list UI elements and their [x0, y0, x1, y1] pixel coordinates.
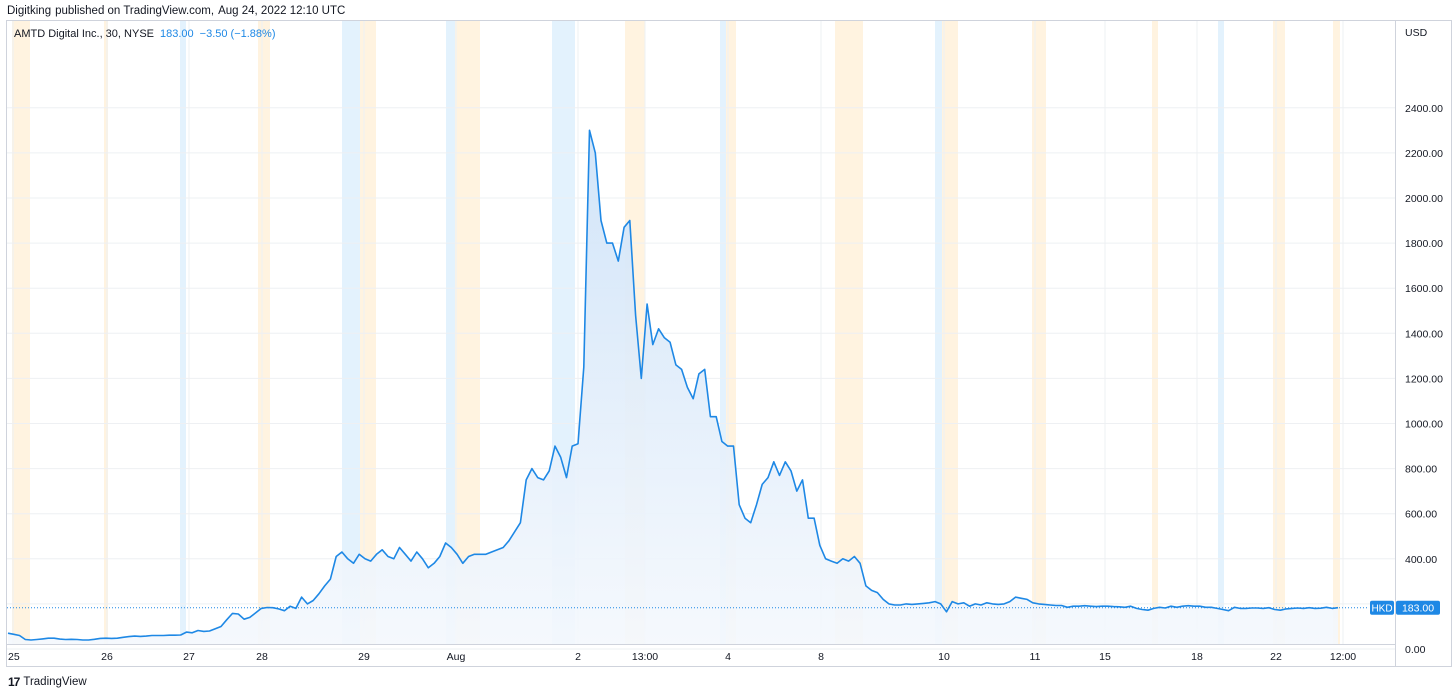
session-band: [726, 21, 736, 644]
x-tick-label: 10: [938, 651, 950, 663]
grid-lines: [7, 21, 1395, 650]
session-band: [935, 21, 942, 644]
chart-frame: [6, 20, 1452, 667]
price-line: [7, 129, 1339, 641]
brand-label[interactable]: TradingView: [23, 676, 87, 688]
session-band: [1273, 21, 1285, 644]
x-tick-label: 26: [101, 651, 113, 663]
session-band: [1032, 21, 1046, 644]
session-band: [180, 21, 186, 644]
legend-last-price: 183.00: [160, 28, 194, 40]
x-tick-label: 18: [1191, 651, 1203, 663]
session-band: [835, 21, 863, 644]
x-tick-label: 22: [1270, 651, 1282, 663]
author-name[interactable]: Digitking: [7, 5, 52, 17]
y-tick-label: 1600.00: [1405, 283, 1443, 295]
x-tick-label: Aug: [447, 651, 466, 663]
session-band: [360, 21, 376, 644]
y-tick-label: 1400.00: [1405, 328, 1443, 340]
last-price-marker: HKD 183.00: [7, 600, 1440, 615]
x-tick-label: 4: [725, 651, 731, 663]
y-tick-label: 2400.00: [1405, 103, 1443, 115]
y-tick-label: 2000.00: [1405, 193, 1443, 205]
session-band: [104, 21, 108, 644]
x-tick-label: 11: [1030, 651, 1041, 663]
tradingview-logo-icon[interactable]: 17: [8, 675, 20, 689]
y-tick-label: 2200.00: [1405, 148, 1443, 160]
y-tick-label: 0.00: [1405, 644, 1426, 656]
session-band: [1218, 21, 1224, 644]
footer: 17 TradingView: [8, 674, 87, 690]
legend-change: −3.50 (−1.88%): [199, 28, 276, 40]
x-tick-label: 25: [8, 651, 20, 663]
currency-tag-label: HKD: [1371, 604, 1392, 615]
y-tick-label: 1200.00: [1405, 373, 1443, 385]
time-axis[interactable]: 25 26 27 28 29 Aug 2 13:00 4 8 10 11 15 18 22 12:00: [7, 644, 1395, 664]
y-tick-label: 400.00: [1405, 554, 1437, 566]
x-tick-label: 13:00: [632, 651, 658, 663]
price-area: [8, 130, 1338, 645]
session-band: [455, 21, 480, 644]
publish-timestamp: Aug 24, 2022 12:10 UTC: [218, 5, 346, 17]
session-band: [342, 21, 360, 644]
legend-symbol: AMTD Digital Inc., 30, NYSE: [14, 28, 154, 40]
x-tick-label: 8: [818, 651, 824, 663]
price-axis[interactable]: USD0.00200.00400.00600.00800.001000.0012…: [1395, 21, 1444, 666]
x-tick-label: 29: [358, 651, 370, 663]
published-text: published on TradingView.com,: [55, 5, 215, 17]
y-tick-label: 1800.00: [1405, 238, 1443, 250]
currency-label: USD: [1405, 27, 1428, 39]
x-tick-label: 28: [256, 651, 268, 663]
last-price-tag-label: 183.00: [1402, 603, 1434, 615]
x-tick-label: 12:00: [1330, 651, 1356, 663]
session-band: [1152, 21, 1158, 644]
session-band: [720, 21, 726, 644]
session-band: [446, 21, 455, 644]
y-tick-label: 1000.00: [1405, 419, 1443, 431]
x-tick-label: 15: [1099, 651, 1111, 663]
session-band: [942, 21, 958, 644]
session-band: [258, 21, 270, 644]
y-tick-label: 600.00: [1405, 509, 1437, 521]
price-series: [7, 129, 1339, 645]
currency-tag: [1370, 600, 1394, 615]
session-band: [12, 21, 30, 644]
x-tick-label: 27: [183, 651, 195, 663]
x-tick-label: 2: [575, 651, 581, 663]
session-band: [1333, 21, 1340, 644]
series-legend[interactable]: AMTD Digital Inc., 30, NYSE 183.00 −3.50 (…: [14, 28, 276, 40]
publish-info: Digitking published on TradingView.com, Au…: [7, 5, 349, 17]
last-price-tag: [1396, 600, 1440, 615]
y-tick-label: 800.00: [1405, 464, 1437, 476]
